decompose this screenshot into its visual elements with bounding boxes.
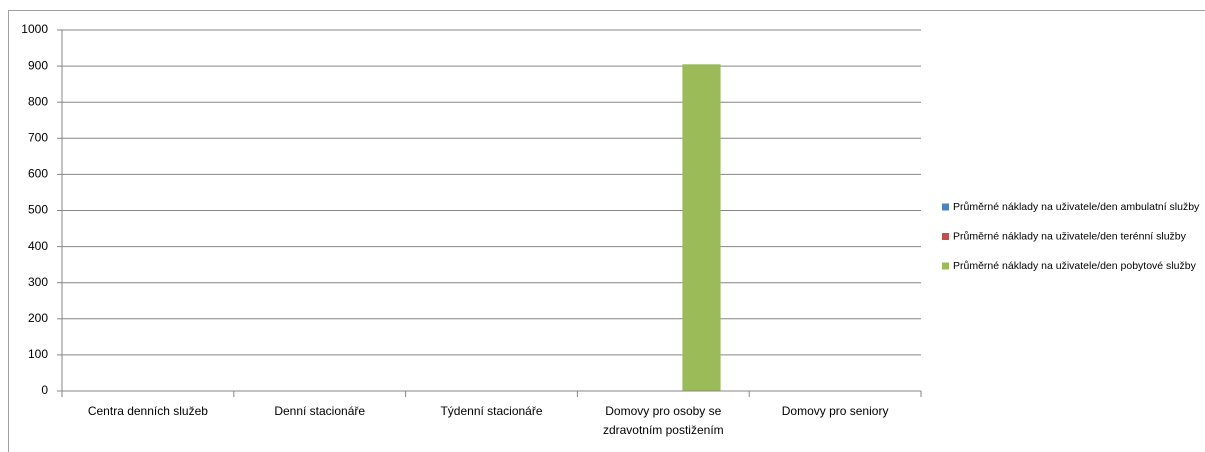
x-tick-label: Denní stacionáře xyxy=(274,404,366,418)
y-tick-label: 0 xyxy=(41,383,48,397)
y-tick-label: 600 xyxy=(28,167,48,181)
legend-swatch xyxy=(942,262,949,270)
y-tick-label: 900 xyxy=(28,58,48,72)
y-tick-label: 300 xyxy=(28,275,48,289)
legend-label: Průměrné náklady na uživatele/den pobyto… xyxy=(953,260,1197,272)
legend-label: Průměrné náklady na uživatele/den ambula… xyxy=(953,201,1200,213)
y-tick-label: 800 xyxy=(28,94,48,108)
legend-label: Průměrné náklady na uživatele/den terénn… xyxy=(953,230,1187,242)
x-tick-label: Týdenní stacionáře xyxy=(440,404,543,418)
x-tick-label: Domovy pro seniory xyxy=(781,404,889,418)
y-tick-label: 500 xyxy=(28,203,48,217)
y-tick-label: 100 xyxy=(28,347,48,361)
legend-swatch xyxy=(942,233,949,240)
y-tick-label: 200 xyxy=(28,311,48,325)
chart-frame xyxy=(8,10,1205,452)
x-tick-label: Domovy pro osoby se zdravotním postižení… xyxy=(602,404,724,437)
x-tick-label: Centra denních služeb xyxy=(87,404,208,418)
bar xyxy=(682,64,721,392)
legend-swatch xyxy=(942,203,949,211)
y-tick-label: 700 xyxy=(28,130,48,144)
y-tick-label: 1000 xyxy=(21,22,48,36)
y-tick-label: 400 xyxy=(28,239,48,253)
